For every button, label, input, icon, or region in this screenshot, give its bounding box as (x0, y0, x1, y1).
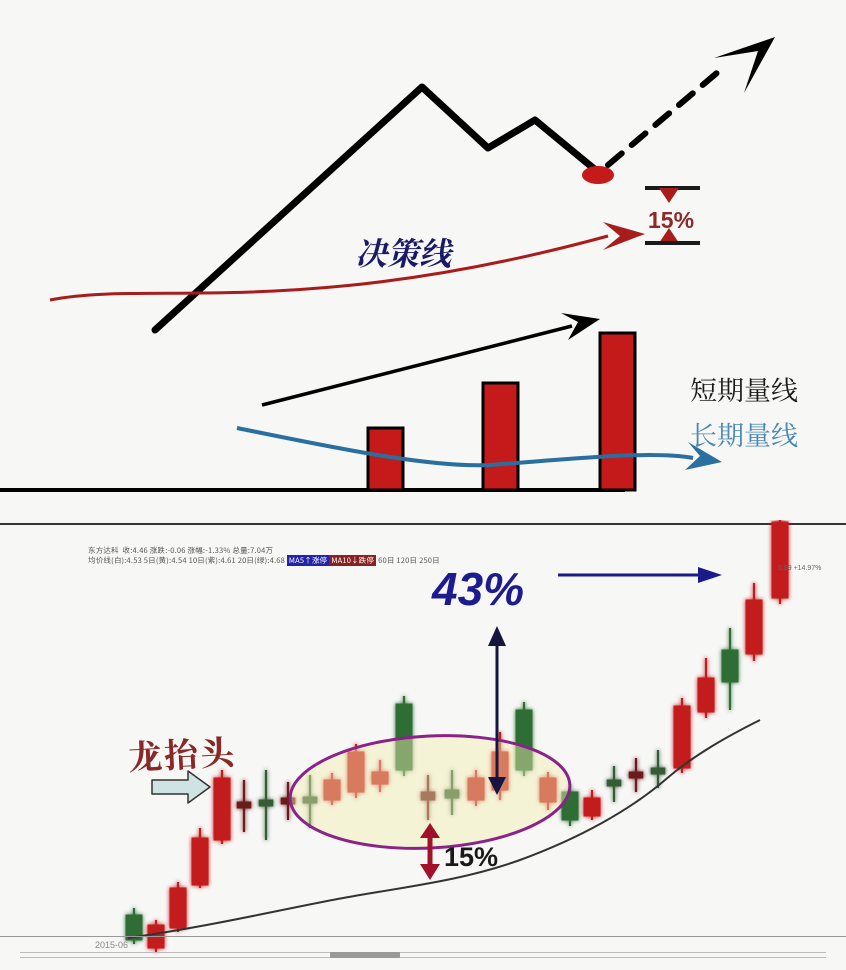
svg-text:15%: 15% (648, 207, 694, 233)
svg-text:长期量线: 长期量线 (690, 414, 798, 453)
svg-text:决策线: 决策线 (355, 229, 454, 275)
svg-text:短期量线: 短期量线 (690, 369, 798, 408)
